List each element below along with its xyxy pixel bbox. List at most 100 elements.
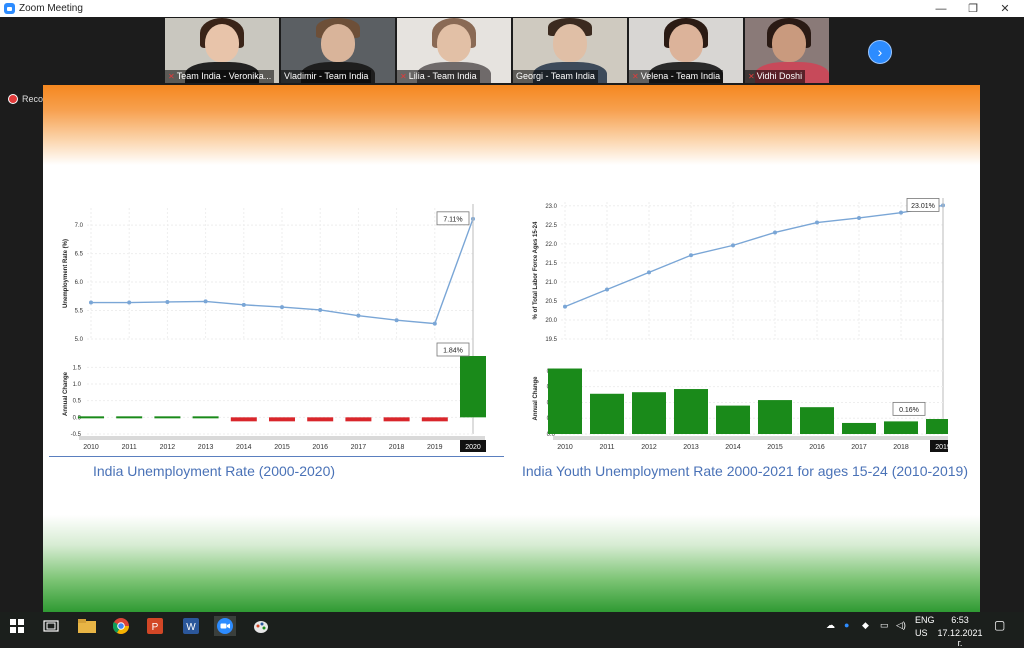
y-tick-label: 7.0 <box>75 223 84 229</box>
y-tick-label: 6.5 <box>75 252 84 258</box>
participant-name: ✕ Lilia - Team India <box>397 70 480 83</box>
participant-tile[interactable]: Georgi - Team India <box>513 18 627 83</box>
x-tick-label: 2015 <box>767 444 783 451</box>
next-participants-button[interactable]: › <box>868 40 892 64</box>
y-tick-label: 1.5 <box>73 365 82 371</box>
y-tick-label: 21.5 <box>545 261 557 267</box>
windows-taskbar: P W ☁ ● ◆ ▭ ◁) ENG US 6:53 17.12.2021 г.… <box>0 612 1024 648</box>
x-tick-label: 2016 <box>312 444 328 451</box>
x-tick-label: 2016 <box>809 444 825 451</box>
zoom-tray-icon[interactable]: ● <box>844 620 850 630</box>
unemployment-chart-panel: 5.0 5.5 6.0 6.5 7.0 Unemployment Rate (%) 7.11… <box>47 188 494 456</box>
data-point <box>563 304 567 309</box>
bar <box>269 417 295 422</box>
cloud-icon[interactable]: ☁ <box>826 620 835 630</box>
y-tick-label: 20.0 <box>545 318 557 324</box>
y-tick-label: 21.0 <box>545 280 557 286</box>
caption-rule <box>49 456 504 457</box>
callout-label: 0.16% <box>899 407 919 414</box>
network-icon[interactable]: ▭ <box>880 620 889 630</box>
data-point <box>241 302 246 307</box>
y-tick-label: 22.5 <box>545 223 557 229</box>
y-tick-label: 0.5 <box>73 399 82 405</box>
meeting-stage: ✕ Team India - Veronika... Vladimir - Tea… <box>0 17 1024 612</box>
x-tick-label: 2019 <box>935 444 948 451</box>
file-explorer-icon[interactable] <box>76 616 98 636</box>
word-icon[interactable]: W <box>180 616 202 636</box>
chrome-icon[interactable] <box>110 616 132 636</box>
x-axis-scrollbar <box>553 436 955 440</box>
callout-box <box>436 211 470 226</box>
y-axis-label: Annual Change <box>533 376 539 421</box>
y-tick-label: 0.0 <box>73 415 82 421</box>
x-tick-label: 2010 <box>83 444 99 451</box>
bar <box>674 389 708 434</box>
x-tick-highlight <box>460 440 486 452</box>
y-tick-label: 1.0 <box>73 382 82 388</box>
data-point <box>731 243 735 248</box>
data-point <box>203 299 208 304</box>
participant-name: ✕ Vidhi Doshi <box>745 70 806 83</box>
x-tick-label: 2018 <box>893 444 909 451</box>
callout-label: 23.01% <box>911 203 935 210</box>
volume-icon[interactable]: ◁) <box>896 620 906 630</box>
bar <box>632 392 666 434</box>
participant-name: ✕ Team India - Veronika... <box>165 70 275 83</box>
restore-button[interactable]: ❐ <box>968 3 978 15</box>
data-point <box>647 270 651 275</box>
callout-box <box>892 401 926 416</box>
x-tick-label: 2015 <box>274 444 290 451</box>
zoom-logo-icon <box>4 3 15 14</box>
y-tick-label: -0.5 <box>71 432 82 438</box>
x-tick-label: 2014 <box>725 444 741 451</box>
x-tick-label: 2013 <box>683 444 699 451</box>
y-tick-label: 20.5 <box>545 299 557 305</box>
clock[interactable]: 6:53 17.12.2021 г. <box>937 615 983 648</box>
bar <box>116 416 143 419</box>
x-tick-label: 2012 <box>641 444 657 451</box>
svg-text:P: P <box>152 622 159 633</box>
data-point <box>432 321 437 326</box>
x-tick-label: 2018 <box>389 444 405 451</box>
bar <box>78 416 104 419</box>
participant-tile[interactable]: ✕ Velena - Team India <box>629 18 743 83</box>
start-icon[interactable] <box>6 616 28 636</box>
task-view-icon[interactable] <box>40 616 62 636</box>
zoom-icon[interactable] <box>214 616 236 636</box>
bar <box>716 405 750 434</box>
participant-name: Vladimir - Team India <box>281 70 372 83</box>
series-line <box>564 204 944 308</box>
close-button[interactable]: ✕ <box>1000 3 1010 15</box>
data-point <box>318 307 323 312</box>
bar <box>460 356 486 418</box>
participant-tile[interactable]: ✕ Team India - Veronika... <box>165 18 279 83</box>
minimize-button[interactable]: — <box>935 2 947 15</box>
mic-muted-icon: ✕ <box>400 72 407 81</box>
participant-name: Georgi - Team India <box>513 70 598 83</box>
bar <box>307 417 334 422</box>
india-unemployment-chart: 5.0 5.5 6.0 6.5 7.0 Unemployment Rate (%) 7.11… <box>63 204 486 452</box>
participant-tile[interactable]: ✕ Vidhi Doshi <box>745 18 829 83</box>
shield-icon[interactable]: ◆ <box>862 620 869 630</box>
recording-indicator: Recording <box>8 94 63 104</box>
bar <box>345 417 372 422</box>
language-indicator[interactable]: ENG US <box>915 615 935 638</box>
powerpoint-icon[interactable]: P <box>144 616 166 636</box>
x-tick-label: 2017 <box>351 444 367 451</box>
y-tick-label: 22.0 <box>545 242 557 248</box>
paint-icon[interactable] <box>250 616 272 636</box>
y-tick-label: 23.0 <box>545 204 557 210</box>
chevron-right-icon: › <box>877 44 883 60</box>
data-point <box>689 253 693 258</box>
youth-unemployment-chart-panel: 19.5 20.0 20.5 21.0 21.5 22.0 22.5 23.0 % of Tot… <box>513 188 960 456</box>
bar <box>884 421 918 434</box>
y-axis-label: Unemployment Rate (%) <box>63 239 69 308</box>
y-axis-label: % of Total Labor Force Ages 15-24 <box>533 221 539 319</box>
participant-tile[interactable]: Vladimir - Team India <box>281 18 395 83</box>
participant-tile[interactable]: ✕ Lilia - Team India <box>397 18 511 83</box>
bar <box>590 393 624 434</box>
participant-name: ✕ Velena - Team India <box>629 70 724 83</box>
x-tick-label: 2011 <box>122 444 137 451</box>
notification-icon[interactable]: ▢ <box>994 618 1006 632</box>
india-youth-unemployment-chart: 19.5 20.0 20.5 21.0 21.5 22.0 22.5 23.0 % of Tot… <box>533 198 960 452</box>
